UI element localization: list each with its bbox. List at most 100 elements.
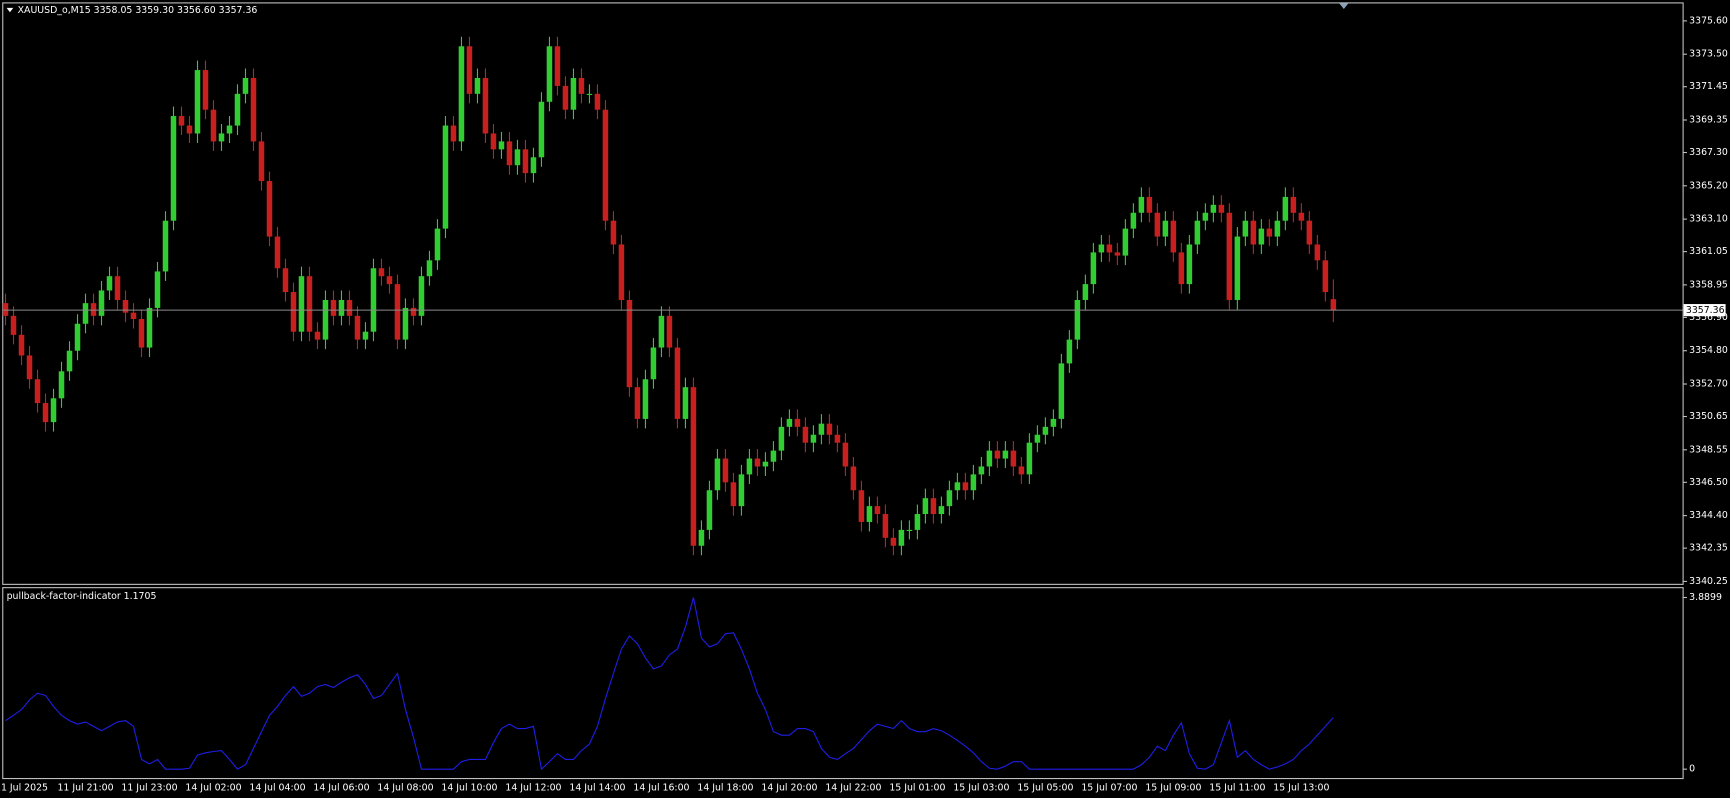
y-tick-label: 3342.35 [1689,543,1728,554]
candle-body [138,319,145,348]
candle-body [1218,204,1225,213]
candle-body [34,379,41,404]
candle-body [314,331,321,340]
candle-body [202,70,209,110]
candle-body [1074,299,1081,340]
y-tick-label: 3365.20 [1689,180,1728,191]
candle-body [82,303,89,324]
candle-body [354,315,361,340]
candle-body [386,276,393,285]
candle-body [450,125,457,142]
candle-body [914,514,921,530]
y-tick-label: 3369.35 [1689,115,1728,126]
y-tick-label: 3358.95 [1689,279,1728,290]
x-tick-label: 11 Jul 23:00 [121,782,177,793]
indicator-panel-frame [2,587,1684,780]
candle-body [1322,260,1329,293]
candle-body [274,236,281,269]
candle-body [602,109,609,221]
candle-body [794,418,801,427]
candle-body [418,276,425,316]
candle-body [786,418,793,427]
candle-body [546,46,553,102]
candle-body [954,482,961,491]
candle-body [434,228,441,261]
y-tick-label: 3352.70 [1689,379,1728,390]
candle-body [266,181,273,237]
candle-body [1250,220,1257,245]
candle-body [1290,196,1297,213]
candle-body [490,133,497,150]
candle-body [186,125,193,134]
x-tick-label: 14 Jul 04:00 [249,782,305,793]
candle-body [1226,212,1233,300]
x-tick-label: 15 Jul 13:00 [1273,782,1329,793]
y-tick-label: 3348.55 [1689,444,1728,455]
y-tick-label: 0 [1689,764,1695,775]
candle-body [674,347,681,419]
y-tick-label: 3363.10 [1689,214,1728,225]
candle-body [458,46,465,142]
candle-body [570,77,577,110]
x-tick-label: 14 Jul 22:00 [825,782,881,793]
candle-body [1090,252,1097,285]
shift-marker[interactable] [1339,3,1349,9]
candle-body [250,77,257,142]
candle-body [1138,196,1145,213]
candle-body [970,474,977,491]
candle-body [42,403,49,423]
y-tick-label: 3346.50 [1689,477,1728,488]
candle-body [74,323,81,351]
candle-body [1178,252,1185,285]
candle-body [834,434,841,443]
x-tick-label: 11 Jul 2025 [0,782,48,793]
candle-body [938,506,945,515]
candle-body [162,220,169,272]
candle-body [866,506,873,522]
candle-body [482,77,489,134]
candle-body [210,109,217,142]
candle-body [874,506,881,515]
candle-body [826,423,833,435]
candle-body [362,331,369,340]
candle-body [714,458,721,491]
y-tick-label: 3371.45 [1689,81,1728,92]
candle-body [506,141,513,166]
price-panel-frame [2,2,1684,585]
candle-body [514,149,521,166]
candle-body [1210,204,1217,213]
candle-body [530,157,537,174]
candle-body [1034,434,1041,443]
candle-body [898,529,905,546]
candle-body [122,299,129,313]
candle-body [1330,299,1337,311]
x-tick-label: 14 Jul 16:00 [633,782,689,793]
candle-body [18,334,25,356]
candle-body [474,77,481,94]
x-tick-label: 11 Jul 21:00 [57,782,113,793]
y-tick-label: 3354.80 [1689,345,1728,356]
candle-body [1202,212,1209,221]
candle-body [562,85,569,110]
candle-body [258,141,265,182]
candle-body [1122,228,1129,256]
candle-body [146,307,153,348]
candle-body [762,461,769,467]
candle-body [930,498,937,515]
candle-body [618,244,625,300]
candle-body [1298,212,1305,221]
candle-body [234,93,241,126]
candle-body [698,529,705,546]
candle-body [130,312,137,320]
candle-body [594,93,601,110]
candle-body [1186,244,1193,285]
candle-body [1026,442,1033,475]
candle-body [226,125,233,134]
candle-body [754,458,761,467]
symbol-menu-arrow[interactable] [6,7,14,13]
candle-body [1130,212,1137,229]
candle-body [890,537,897,546]
candle-body [666,315,673,348]
candle-body [330,299,337,316]
candle-body [290,292,297,332]
